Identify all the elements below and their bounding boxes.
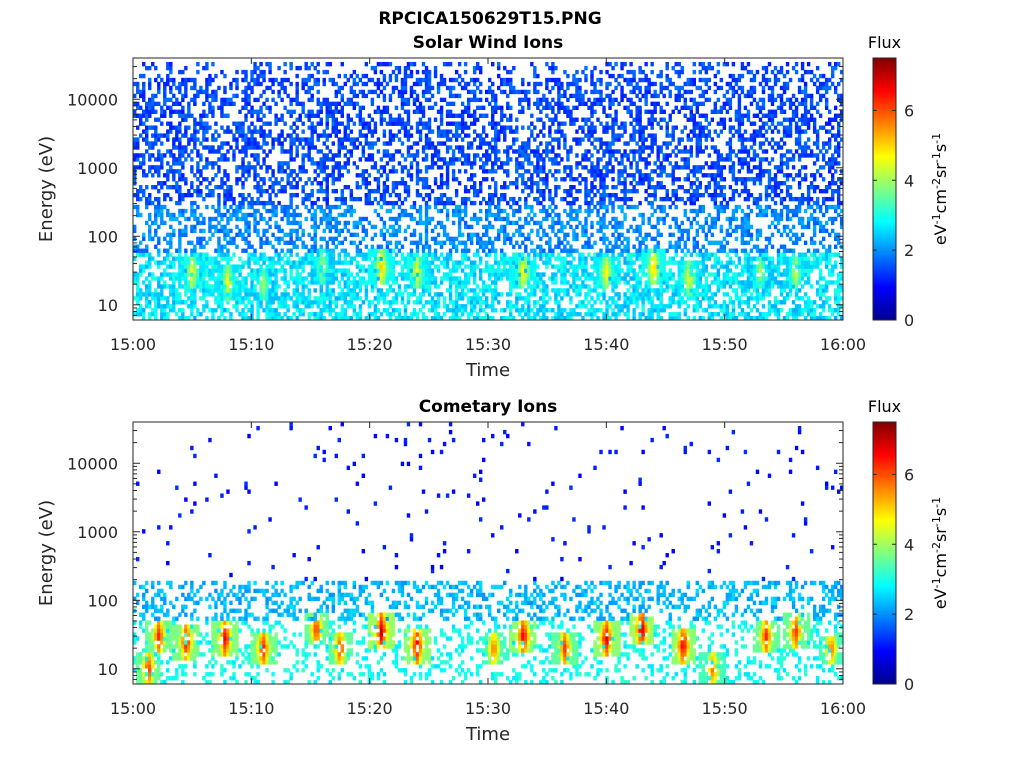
- colorbar-tick-label: 0: [904, 675, 914, 694]
- y-tick-label: 1000: [77, 159, 118, 178]
- x-tick-label: 15:30: [465, 699, 511, 718]
- panel-1: 15:00 15:10 15:20 15:30 15:40 15:50 16:00 10 100…: [36, 33, 950, 381]
- heatmap-cells: [133, 422, 844, 685]
- panel-title: Solar Wind Ions: [413, 33, 564, 53]
- colorbar: [872, 57, 897, 321]
- panel-title: Cometary Ions: [419, 397, 558, 417]
- colorbar-unit: eV-1cm-2sr-1s-1: [930, 497, 951, 609]
- x-axis-label: Time: [465, 360, 510, 381]
- x-tick-label: 15:00: [110, 335, 156, 354]
- colorbar-title: Flux: [868, 33, 901, 52]
- colorbar-tick-label: 6: [904, 465, 914, 484]
- colorbar-unit: eV-1cm-2sr-1s-1: [930, 133, 951, 245]
- x-tick-label: 16:00: [820, 335, 866, 354]
- colorbar-tick-label: 6: [904, 101, 914, 120]
- colorbar: [872, 421, 897, 685]
- x-tick-label: 15:20: [347, 699, 393, 718]
- y-tick-label: 100: [87, 227, 118, 246]
- x-tick-label: 15:20: [347, 335, 393, 354]
- y-axis-label: Energy (eV): [36, 136, 57, 242]
- y-tick-label: 10000: [67, 90, 118, 109]
- panel-2: 15:00 15:10 15:20 15:30 15:40 15:50 16:00 10 100…: [36, 397, 950, 745]
- y-tick-label: 10000: [67, 454, 118, 473]
- x-tick-label: 15:00: [110, 699, 156, 718]
- y-axis-label: Energy (eV): [36, 500, 57, 606]
- x-tick-label: 15:50: [702, 699, 748, 718]
- colorbar-title: Flux: [868, 397, 901, 416]
- x-tick-label: 16:00: [820, 699, 866, 718]
- colorbar-tick-label: 4: [904, 171, 914, 190]
- x-tick-label: 15:10: [228, 699, 274, 718]
- figure-title: RPCICA150629T15.PNG: [378, 9, 601, 29]
- x-axis-label: Time: [465, 724, 510, 745]
- y-tick-label: 10: [98, 296, 118, 315]
- colorbar-tick-label: 2: [904, 605, 914, 624]
- y-tick-label: 1000: [77, 523, 118, 542]
- colorbar-tick-label: 2: [904, 241, 914, 260]
- heatmap-cells: [133, 61, 844, 321]
- x-tick-label: 15:40: [583, 335, 629, 354]
- colorbar-tick-label: 0: [904, 311, 914, 330]
- x-tick-label: 15:50: [702, 335, 748, 354]
- x-tick-label: 15:30: [465, 335, 511, 354]
- y-tick-label: 10: [98, 660, 118, 679]
- colorbar-tick-label: 4: [904, 535, 914, 554]
- y-tick-label: 100: [87, 591, 118, 610]
- x-tick-label: 15:40: [583, 699, 629, 718]
- x-tick-label: 15:10: [228, 335, 274, 354]
